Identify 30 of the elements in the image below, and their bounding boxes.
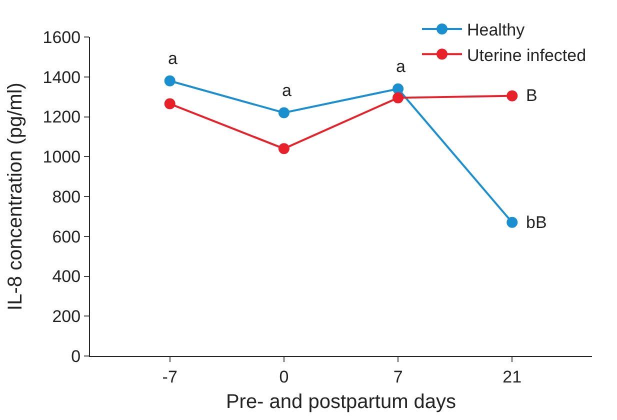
point xyxy=(506,216,518,228)
annotation: bB xyxy=(526,213,547,232)
point xyxy=(392,92,404,104)
y-axis-title: IL-8 concentration (pg/ml) xyxy=(4,82,26,310)
x-tick-label: 0 xyxy=(279,367,289,386)
point xyxy=(506,90,518,102)
point xyxy=(278,143,290,154)
legend-label: Uterine infected xyxy=(467,46,586,65)
y-tick-label: 1200 xyxy=(42,108,81,127)
y-tick-label: 800 xyxy=(52,187,81,206)
y-tick-label: 200 xyxy=(52,307,81,326)
y-tick-label: 0 xyxy=(71,346,81,366)
point xyxy=(278,107,290,118)
y-tick-label: 1600 xyxy=(42,28,81,47)
y-tick-label: 1000 xyxy=(42,148,81,167)
x-axis-title: Pre- and postpartum days xyxy=(226,390,456,413)
annotation: a xyxy=(168,49,178,68)
point xyxy=(392,83,404,94)
x-tick-label: 7 xyxy=(393,367,403,386)
x-tick-label: 21 xyxy=(502,367,522,386)
y-tick-label: 400 xyxy=(52,267,81,286)
legend-label: Healthy xyxy=(467,20,526,40)
point xyxy=(164,98,176,110)
y-tick-label: 600 xyxy=(52,227,81,246)
annotation: a xyxy=(282,81,292,100)
point xyxy=(164,75,176,86)
y-tick-label: 1400 xyxy=(42,68,81,87)
x-tick-label: -7 xyxy=(162,367,178,386)
annotation: B xyxy=(526,86,538,105)
annotation: a xyxy=(396,57,406,76)
